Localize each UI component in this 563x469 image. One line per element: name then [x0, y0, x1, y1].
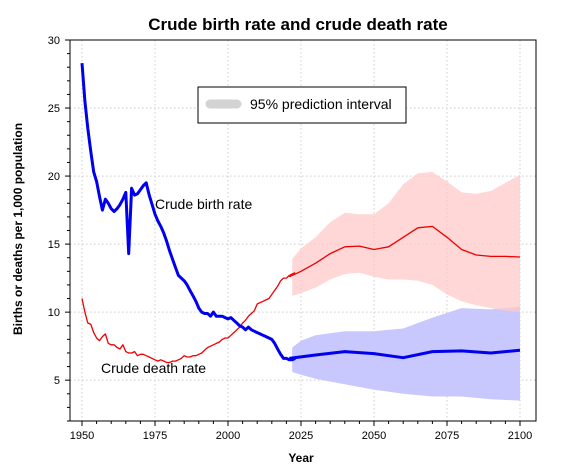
death-rate-line [81, 272, 296, 364]
birth-rate-line [80, 62, 296, 362]
y-tick-label: 5 [54, 375, 60, 387]
x-tick-label: 2025 [289, 430, 313, 442]
y-tick-label: 10 [48, 307, 60, 319]
legend: 95% prediction interval [197, 86, 407, 124]
death-rate-projection-line [289, 225, 521, 278]
death-rate-interval-band [292, 172, 520, 313]
x-tick-label: 2000 [216, 430, 240, 442]
x-tick-label: 1975 [143, 430, 167, 442]
x-tick-label: 2100 [508, 430, 532, 442]
y-tick-label: 20 [48, 171, 60, 183]
y-tick-label: 15 [48, 239, 60, 251]
y-tick-label: 30 [48, 35, 60, 47]
birth-rate-projection-line [289, 348, 521, 360]
birth-rate-interval-band [292, 306, 520, 401]
y-tick-label: 25 [48, 103, 60, 115]
x-tick-label: 2050 [362, 430, 386, 442]
x-tick-label: 1950 [70, 430, 94, 442]
x-axis-label: Year [288, 451, 314, 465]
chart-title: Crude birth rate and crude death rate [148, 15, 447, 34]
series-lines [80, 62, 521, 364]
legend-label: 95% prediction interval [250, 96, 392, 112]
birth-rate-annotation: Crude birth rate [155, 196, 252, 212]
prediction-interval-bands [292, 172, 520, 401]
y-axis-label: Births or deaths per 1,000 population [11, 123, 25, 335]
death-rate-annotation: Crude death rate [101, 360, 206, 376]
x-tick-label: 2075 [435, 430, 459, 442]
